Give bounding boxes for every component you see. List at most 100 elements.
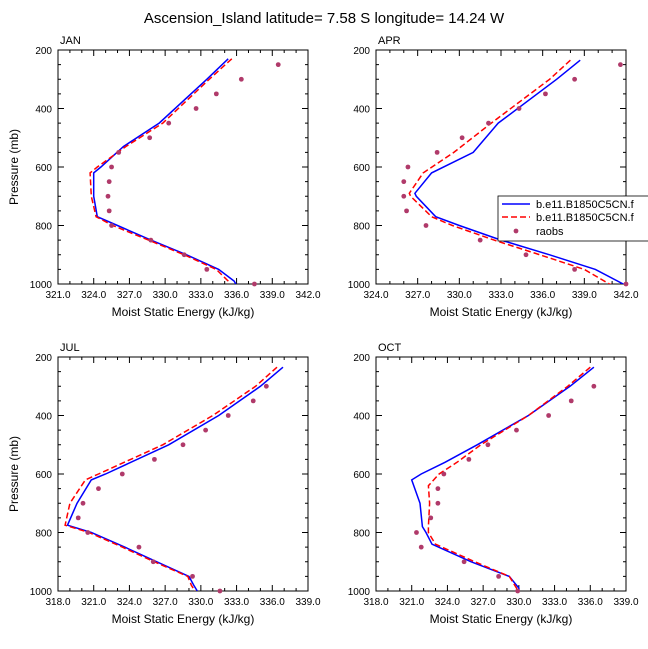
raobs-point: [96, 486, 101, 492]
panel-label: APR: [378, 35, 401, 47]
raobs-point: [252, 281, 257, 287]
series-line-solid: [410, 366, 595, 591]
y-axis-label: Pressure (mb): [7, 129, 21, 205]
y-tick-label: 400: [35, 412, 52, 423]
raobs-point: [193, 106, 199, 111]
raobs-point: [618, 62, 623, 68]
raobs-point: [203, 427, 209, 433]
raobs-point: [441, 471, 447, 477]
raobs-point: [572, 266, 578, 272]
raobs-point: [250, 398, 256, 404]
x-tick-label: 321.0: [81, 597, 106, 608]
x-tick-label: 342.0: [613, 290, 638, 301]
plot-frame: [375, 49, 627, 285]
series-line-solid: [92, 58, 237, 284]
y-tick-label: 400: [353, 105, 370, 116]
raobs-point: [225, 413, 231, 418]
raobs-point: [572, 76, 578, 82]
y-tick-label: 600: [353, 163, 370, 174]
raobs-point: [213, 91, 219, 97]
x-tick-label: 336.0: [260, 597, 285, 608]
raobs-point: [217, 588, 223, 594]
raobs-point: [404, 208, 409, 214]
y-axis-label: Pressure (mb): [7, 436, 21, 512]
x-axis-label: Moist Static Energy (kJ/kg): [112, 305, 255, 319]
raobs-point: [514, 427, 519, 433]
legend: b.e11.B1850C5CN.fb.e11.B1850C5CN.f raobs: [497, 195, 648, 242]
raobs-point: [147, 135, 153, 141]
y-tick-label: 600: [35, 163, 52, 174]
raobs-point: [109, 223, 114, 228]
x-tick-label: 330.0: [188, 597, 213, 608]
raobs-point: [568, 398, 574, 404]
x-axis-label: Moist Static Energy (kJ/kg): [112, 612, 255, 626]
raobs-point: [180, 442, 186, 448]
x-tick-label: 327.0: [153, 597, 178, 608]
raobs-point: [546, 413, 552, 418]
raobs-point: [515, 588, 521, 594]
y-tick-label: 1000: [30, 280, 53, 291]
raobs-point: [466, 456, 472, 462]
raobs-point: [516, 106, 522, 111]
x-tick-label: 330.0: [447, 290, 472, 301]
y-tick-label: 600: [353, 470, 370, 481]
raobs-point: [105, 193, 111, 199]
raobs-point: [263, 383, 269, 389]
x-tick-label: 333.0: [224, 597, 249, 608]
y-tick-label: 1000: [348, 280, 371, 291]
series-line-dashed: [64, 366, 278, 591]
x-tick-label: 339.0: [572, 290, 597, 301]
series-line-dashed: [89, 58, 233, 284]
raobs-point: [190, 573, 195, 579]
raobs-point: [401, 179, 407, 185]
series-line-dashed: [427, 366, 591, 591]
raobs-point: [116, 149, 122, 155]
x-tick-label: 339.0: [260, 290, 285, 301]
raobs-point: [106, 179, 112, 185]
raobs-point: [85, 530, 91, 535]
x-tick-label: 327.0: [117, 290, 142, 301]
raobs-point: [150, 559, 156, 565]
raobs-point: [401, 193, 407, 199]
raobs-point: [418, 544, 424, 550]
x-tick-label: 330.0: [153, 290, 178, 301]
x-tick-label: 318.0: [45, 597, 70, 608]
x-tick-label: 336.0: [578, 597, 603, 608]
y-tick-label: 1000: [348, 587, 371, 598]
raobs-point: [428, 515, 434, 521]
series-line-solid: [66, 366, 284, 591]
y-tick-label: 800: [353, 529, 370, 540]
raobs-point: [275, 62, 281, 68]
raobs-point: [459, 135, 465, 141]
raobs-point: [623, 281, 629, 287]
panel-apr: APR 324.0 327.0 330.0 333.0 336.0 339.0 342.0 20…: [348, 35, 639, 319]
x-tick-label: 336.0: [224, 290, 249, 301]
raobs-point: [106, 208, 112, 214]
x-tick-label: 321.0: [399, 597, 424, 608]
raobs-point: [477, 237, 483, 243]
y-tick-label: 400: [353, 412, 370, 423]
y-tick-label: 200: [353, 353, 370, 364]
legend-entry: b.e11.B1850C5CN.f: [536, 199, 635, 211]
legend-entry: raobs: [536, 226, 564, 238]
legend-swatch-points: [513, 228, 519, 234]
raobs-point: [136, 544, 142, 550]
raobs-point: [152, 456, 157, 462]
raobs-point: [485, 442, 491, 448]
raobs-point: [486, 120, 491, 126]
x-tick-label: 330.0: [506, 597, 531, 608]
legend-entry: b.e11.B1850C5CN.f: [536, 212, 635, 224]
x-tick-label: 324.0: [435, 597, 460, 608]
raobs-point: [119, 471, 125, 477]
raobs-point: [109, 164, 114, 170]
series-line-solid: [414, 59, 625, 284]
y-tick-label: 200: [35, 353, 52, 364]
y-tick-label: 800: [35, 222, 52, 233]
x-tick-label: 324.0: [81, 290, 106, 301]
series-line-dashed: [408, 59, 613, 284]
x-tick-label: 318.0: [363, 597, 388, 608]
y-tick-label: 600: [35, 470, 52, 481]
raobs-point: [434, 149, 440, 155]
raobs-point: [435, 500, 441, 506]
x-tick-label: 333.0: [188, 290, 213, 301]
